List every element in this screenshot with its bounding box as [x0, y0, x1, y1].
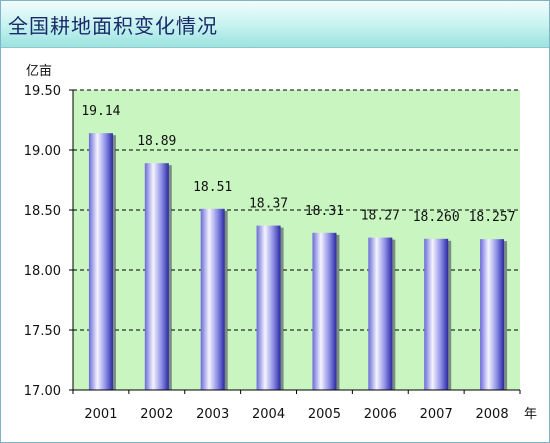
bar [256, 225, 281, 390]
x-tick-label: 2007 [420, 407, 453, 422]
bar [200, 208, 225, 390]
bar [312, 232, 337, 390]
data-label: 18.260 [413, 210, 460, 225]
bar [88, 133, 113, 390]
y-tick-label: 17.50 [24, 324, 61, 339]
x-tick-label: 2002 [140, 407, 173, 422]
y-axis-label: 亿亩 [26, 63, 52, 79]
x-axis-label: 年 [524, 407, 537, 422]
data-label: 19.14 [81, 104, 120, 119]
data-label: 18.37 [249, 197, 288, 212]
data-label: 18.51 [193, 180, 232, 195]
y-tick-label: 18.50 [24, 204, 61, 219]
x-tick-label: 2008 [476, 407, 509, 422]
x-tick-label: 2004 [252, 407, 285, 422]
bar [368, 237, 393, 390]
data-label: 18.27 [361, 209, 400, 224]
x-tick-label: 2001 [84, 407, 117, 422]
title-bar: 全国耕地面积变化情况 [1, 1, 549, 48]
y-tick-label: 17.00 [24, 384, 61, 399]
y-tick-label: 18.00 [24, 264, 61, 279]
y-tick-label: 19.00 [24, 144, 61, 159]
data-label: 18.89 [137, 134, 176, 149]
y-tick-label: 19.50 [24, 84, 61, 99]
chart-title: 全国耕地面积变化情况 [8, 14, 218, 38]
data-label: 18.257 [469, 210, 516, 225]
bar [144, 163, 169, 390]
bar [424, 238, 449, 390]
bar [480, 239, 505, 390]
x-tick-label: 2006 [364, 407, 397, 422]
x-tick-label: 2003 [196, 407, 229, 422]
x-tick-label: 2005 [308, 407, 341, 422]
data-label: 18.31 [305, 204, 344, 219]
